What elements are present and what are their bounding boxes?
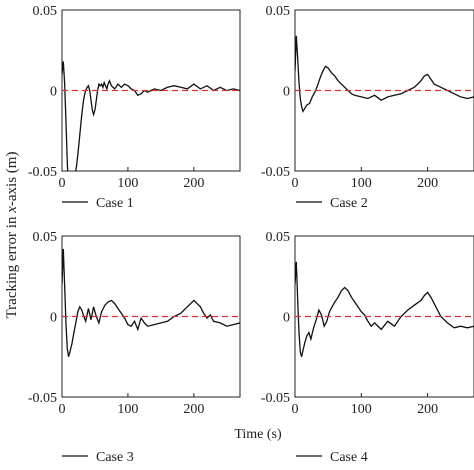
shared-y-axis-label-suffix: -axis (m): [4, 152, 20, 207]
x-tick-label: 200: [417, 402, 438, 417]
shared-x-axis-label: Time (s): [234, 427, 282, 442]
legend-label: Case 4: [330, 450, 368, 465]
x-tick-label: 100: [351, 402, 372, 417]
x-tick-label: 0: [59, 402, 66, 417]
shared-y-axis-label-prefix: Tracking error in: [4, 213, 20, 319]
y-tick-label: 0: [283, 85, 290, 100]
legend-label: Case 2: [330, 196, 368, 211]
y-tick-label: 0.05: [266, 4, 291, 19]
y-tick-label: 0: [50, 85, 57, 100]
x-tick-label: 0: [59, 176, 66, 191]
y-tick-label: 0: [283, 311, 290, 326]
legend-label: Case 3: [96, 450, 134, 465]
x-tick-label: 100: [117, 176, 138, 191]
x-tick-label: 100: [117, 402, 138, 417]
y-tick-label: -0.05: [261, 391, 290, 406]
shared-y-axis-label: Tracking error in x-axis (m): [4, 152, 20, 319]
y-tick-label: -0.05: [28, 391, 57, 406]
tracking-error-line: [62, 61, 240, 171]
y-tick-label: -0.05: [28, 165, 57, 180]
tracking-error-line: [295, 35, 474, 114]
tracking-error-line: [62, 248, 240, 357]
y-tick-label: 0.05: [266, 230, 291, 245]
y-tick-label: 0: [50, 311, 57, 326]
x-tick-label: 0: [292, 402, 299, 417]
y-tick-label: -0.05: [261, 165, 290, 180]
shared-y-axis-label-variable: x: [4, 206, 20, 214]
y-tick-label: 0.05: [33, 4, 58, 19]
tracking-error-line: [295, 261, 474, 357]
x-tick-label: 0: [292, 176, 299, 191]
y-tick-label: 0.05: [33, 230, 58, 245]
x-tick-label: 200: [183, 402, 204, 417]
x-tick-label: 200: [183, 176, 204, 191]
legend-label: Case 1: [96, 196, 134, 211]
x-tick-label: 100: [351, 176, 372, 191]
x-tick-label: 200: [417, 176, 438, 191]
